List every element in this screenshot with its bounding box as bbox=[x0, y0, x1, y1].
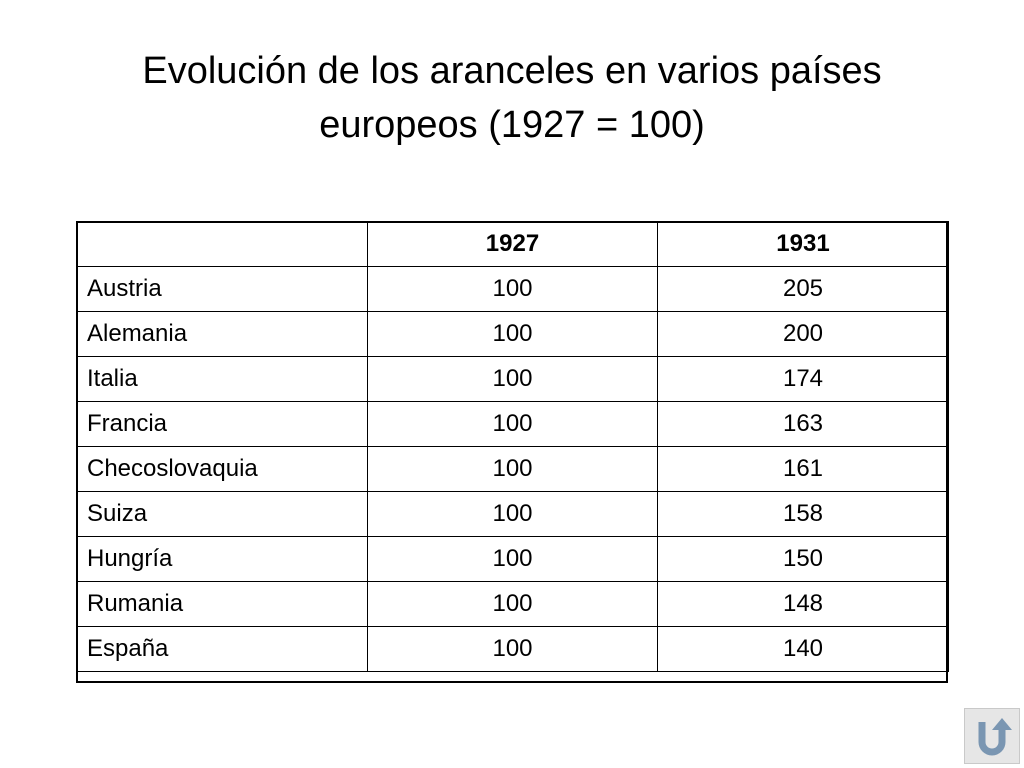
table-row: Checoslovaquia 100 161 bbox=[76, 446, 949, 492]
table-row: Alemania 100 200 bbox=[76, 311, 949, 357]
table-row: Austria 100 205 bbox=[76, 266, 949, 312]
value-1927-cell: 100 bbox=[367, 581, 658, 627]
value-1927-cell: 100 bbox=[367, 356, 658, 402]
slide-title-line-1: Evolución de los aranceles en varios paí… bbox=[142, 50, 882, 92]
value-1927-cell: 100 bbox=[367, 626, 658, 672]
slide-title: Evolución de los aranceles en varios paí… bbox=[80, 44, 944, 152]
country-cell: Austria bbox=[76, 266, 368, 312]
value-1931-cell: 163 bbox=[657, 401, 949, 447]
value-1931-cell: 150 bbox=[657, 536, 949, 582]
country-cell: España bbox=[76, 626, 368, 672]
value-1931-cell: 205 bbox=[657, 266, 949, 312]
table-row: España 100 140 bbox=[76, 626, 949, 672]
country-cell: Italia bbox=[76, 356, 368, 402]
value-1927-cell: 100 bbox=[367, 536, 658, 582]
return-arrow-icon bbox=[978, 718, 1012, 756]
value-1927-cell: 100 bbox=[367, 401, 658, 447]
value-1931-cell: 140 bbox=[657, 626, 949, 672]
value-1927-cell: 100 bbox=[367, 491, 658, 537]
value-1931-cell: 174 bbox=[657, 356, 949, 402]
header-country bbox=[76, 221, 368, 267]
value-1927-cell: 100 bbox=[367, 446, 658, 492]
table-row: Suiza 100 158 bbox=[76, 491, 949, 537]
table-row: Rumania 100 148 bbox=[76, 581, 949, 627]
value-1931-cell: 148 bbox=[657, 581, 949, 627]
country-cell: Hungría bbox=[76, 536, 368, 582]
country-cell: Alemania bbox=[76, 311, 368, 357]
value-1927-cell: 100 bbox=[367, 266, 658, 312]
table-row: Francia 100 163 bbox=[76, 401, 949, 447]
country-cell: Rumania bbox=[76, 581, 368, 627]
country-cell: Checoslovaquia bbox=[76, 446, 368, 492]
header-1927: 1927 bbox=[367, 221, 658, 267]
table-row: Hungría 100 150 bbox=[76, 536, 949, 582]
value-1927-cell: 100 bbox=[367, 311, 658, 357]
value-1931-cell: 161 bbox=[657, 446, 949, 492]
country-cell: Francia bbox=[76, 401, 368, 447]
value-1931-cell: 200 bbox=[657, 311, 949, 357]
table-header-row: 1927 1931 bbox=[76, 221, 949, 267]
tariff-table: 1927 1931 Austria 100 205 Alemania 100 2… bbox=[76, 221, 949, 672]
table-row: Italia 100 174 bbox=[76, 356, 949, 402]
back-button[interactable] bbox=[964, 708, 1020, 764]
country-cell: Suiza bbox=[76, 491, 368, 537]
slide-title-line-2: europeos (1927 = 100) bbox=[319, 104, 705, 146]
value-1931-cell: 158 bbox=[657, 491, 949, 537]
header-1931: 1931 bbox=[657, 221, 949, 267]
